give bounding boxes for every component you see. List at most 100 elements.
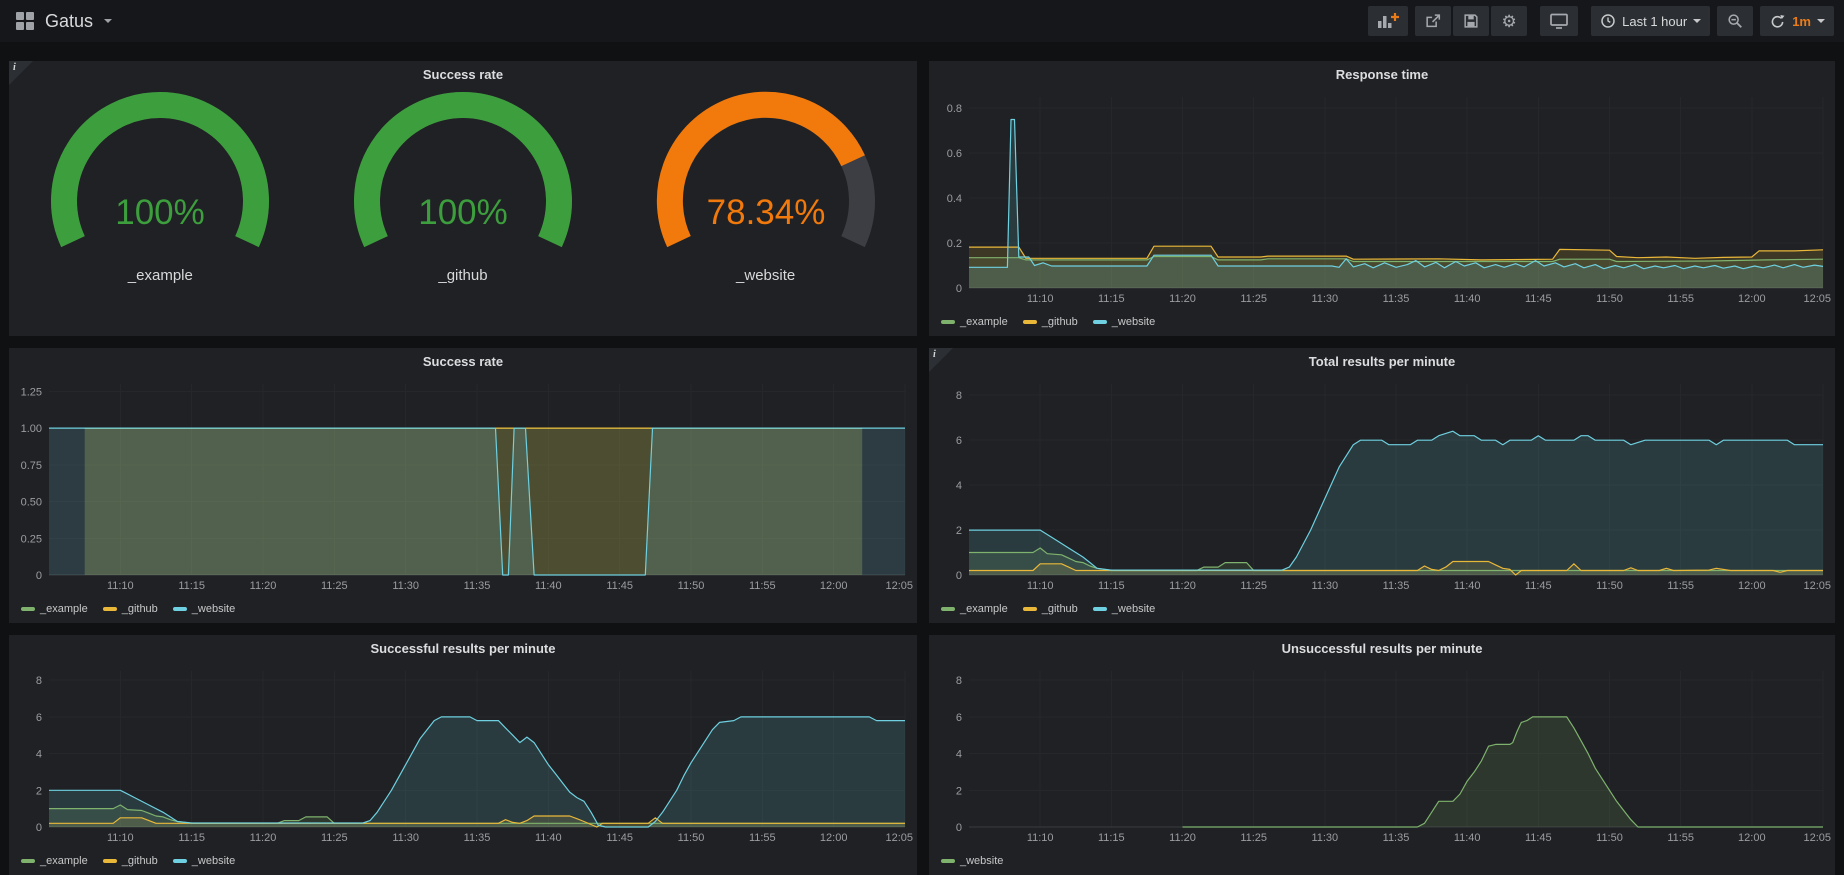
time-range-picker[interactable]: Last 1 hour — [1591, 6, 1710, 36]
svg-text:12:00: 12:00 — [820, 580, 848, 592]
dashboard-brand[interactable]: Gatus — [10, 11, 112, 32]
success-rate-chart[interactable]: 11:1011:1511:2011:2511:3011:3511:4011:45… — [9, 376, 917, 593]
legend-swatch — [173, 859, 187, 863]
add-panel-icon — [1377, 12, 1399, 30]
legend-label: _example — [40, 603, 88, 615]
gauge-_example[interactable]: 100%_example — [9, 91, 311, 284]
add-panel-button[interactable] — [1368, 6, 1408, 36]
total-results-chart[interactable]: 11:1011:1511:2011:2511:3011:3511:4011:45… — [929, 376, 1835, 593]
cycle-view-button[interactable] — [1540, 6, 1578, 36]
legend-item-_github[interactable]: _github — [103, 855, 158, 867]
svg-text:11:20: 11:20 — [1169, 832, 1196, 844]
legend-swatch — [103, 859, 117, 863]
legend-swatch — [941, 607, 955, 611]
panel-successful-results: Successful results per minute 11:1011:15… — [9, 635, 917, 875]
svg-text:11:20: 11:20 — [250, 580, 277, 592]
legend-label: _github — [122, 855, 158, 867]
refresh-interval-label: 1m — [1792, 14, 1811, 29]
navbar: Gatus — [0, 0, 1844, 42]
svg-text:11:55: 11:55 — [1667, 832, 1694, 844]
panel-title[interactable]: Successful results per minute — [9, 635, 917, 663]
legend-item-_example[interactable]: _example — [941, 603, 1008, 615]
panel-legend: _website — [941, 853, 1003, 869]
response-time-chart[interactable]: 11:1011:1511:2011:2511:3011:3511:4011:45… — [929, 89, 1835, 306]
svg-text:12:05: 12:05 — [885, 832, 913, 844]
legend-label: _example — [960, 316, 1008, 328]
gauge-_website[interactable]: 78.34%_website — [615, 91, 917, 284]
svg-text:0.75: 0.75 — [21, 460, 42, 472]
legend-item-_website[interactable]: _website — [1093, 316, 1155, 328]
refresh-button[interactable]: 1m — [1760, 6, 1834, 36]
legend-item-_github[interactable]: _github — [103, 603, 158, 615]
svg-text:11:10: 11:10 — [107, 580, 134, 592]
svg-text:11:40: 11:40 — [1454, 832, 1481, 844]
panel-success-rate-timeseries: Success rate 11:1011:1511:2011:2511:3011… — [9, 348, 917, 623]
legend-label: _example — [960, 603, 1008, 615]
svg-text:6: 6 — [956, 712, 962, 724]
dashboard-title[interactable]: Gatus — [45, 11, 93, 32]
svg-text:11:35: 11:35 — [1383, 832, 1410, 844]
legend-item-_website[interactable]: _website — [1093, 603, 1155, 615]
svg-text:12:00: 12:00 — [820, 832, 848, 844]
refresh-caret-icon — [1817, 19, 1825, 27]
successful-results-chart[interactable]: 11:1011:1511:2011:2511:3011:3511:4011:45… — [9, 663, 917, 845]
zoom-out-button[interactable] — [1717, 6, 1753, 36]
legend-item-_github[interactable]: _github — [1023, 316, 1078, 328]
legend-item-_website[interactable]: _website — [173, 603, 235, 615]
svg-text:11:40: 11:40 — [535, 832, 562, 844]
svg-text:1.00: 1.00 — [21, 423, 42, 435]
panel-legend: _example _github _website — [941, 314, 1155, 330]
svg-text:11:55: 11:55 — [1667, 580, 1694, 592]
svg-text:11:35: 11:35 — [464, 832, 491, 844]
panel-title[interactable]: Unsuccessful results per minute — [929, 635, 1835, 663]
legend-item-_example[interactable]: _example — [941, 316, 1008, 328]
gauge-label: _example — [128, 267, 193, 284]
settings-button[interactable]: ⚙ — [1491, 6, 1527, 36]
save-icon — [1462, 12, 1480, 30]
svg-text:11:25: 11:25 — [321, 832, 348, 844]
save-button[interactable] — [1453, 6, 1489, 36]
svg-text:11:30: 11:30 — [1311, 293, 1338, 305]
svg-text:6: 6 — [956, 435, 962, 447]
legend-item-_example[interactable]: _example — [21, 855, 88, 867]
legend-label: _website — [1112, 316, 1155, 328]
svg-text:4: 4 — [956, 480, 962, 492]
svg-text:8: 8 — [956, 675, 962, 687]
panel-title[interactable]: Response time — [929, 61, 1835, 89]
legend-label: _github — [1042, 603, 1078, 615]
legend-item-_github[interactable]: _github — [1023, 603, 1078, 615]
svg-text:11:55: 11:55 — [749, 832, 776, 844]
svg-text:11:45: 11:45 — [1525, 832, 1552, 844]
svg-text:11:45: 11:45 — [606, 580, 633, 592]
svg-text:0.25: 0.25 — [21, 533, 42, 545]
svg-text:1.25: 1.25 — [21, 386, 42, 398]
svg-text:11:25: 11:25 — [1240, 580, 1267, 592]
svg-text:11:30: 11:30 — [1311, 832, 1338, 844]
svg-text:11:25: 11:25 — [1240, 832, 1267, 844]
panel-title[interactable]: Success rate — [9, 348, 917, 376]
panel-title[interactable]: Success rate — [9, 61, 917, 89]
svg-text:11:45: 11:45 — [1525, 580, 1552, 592]
svg-text:2: 2 — [956, 785, 962, 797]
svg-text:12:05: 12:05 — [1803, 293, 1831, 305]
svg-text:11:15: 11:15 — [178, 580, 205, 592]
svg-text:12:00: 12:00 — [1738, 580, 1766, 592]
svg-text:8: 8 — [36, 675, 42, 687]
gauge-_github[interactable]: 100%_github — [312, 91, 614, 284]
legend-swatch — [21, 859, 35, 863]
svg-text:11:30: 11:30 — [392, 832, 419, 844]
svg-text:0.4: 0.4 — [947, 193, 962, 205]
unsuccessful-results-chart[interactable]: 11:1011:1511:2011:2511:3011:3511:4011:45… — [929, 663, 1835, 845]
legend-swatch — [941, 859, 955, 863]
svg-text:11:35: 11:35 — [1383, 293, 1410, 305]
panel-title[interactable]: Total results per minute — [929, 348, 1835, 376]
legend-item-_website[interactable]: _website — [173, 855, 235, 867]
svg-text:11:50: 11:50 — [678, 832, 705, 844]
legend-item-_example[interactable]: _example — [21, 603, 88, 615]
share-button[interactable] — [1415, 6, 1451, 36]
panel-unsuccessful-results: Unsuccessful results per minute 11:1011:… — [929, 635, 1835, 875]
svg-text:0: 0 — [36, 822, 42, 834]
dashboards-grid-icon[interactable] — [16, 12, 34, 30]
legend-item-_website[interactable]: _website — [941, 855, 1003, 867]
panel-success-rate-gauges: i Success rate 100%_example100%_github78… — [9, 61, 917, 336]
